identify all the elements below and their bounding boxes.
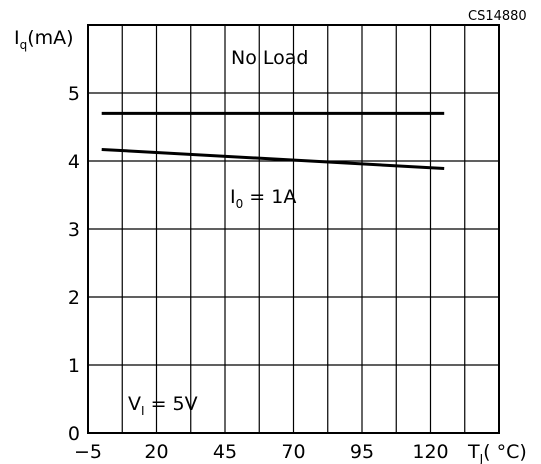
x-tick-label: 70 [281,441,305,463]
annotation-io-1a: I0 = 1A [230,186,296,211]
y-axis-label: Iq(mA) [14,27,74,52]
annotation-vi-5v: VI = 5V [128,393,198,418]
y-tick-label: 4 [68,151,80,173]
grid [88,25,499,433]
x-tick-label: 20 [144,441,168,463]
y-tick-label: 3 [68,219,80,241]
x-tick-label: 120 [412,441,448,463]
x-tick-label: 45 [213,441,237,463]
series-line-io-1a [101,147,445,170]
y-tick-label: 0 [68,423,80,445]
x-tick-label: −5 [74,441,102,463]
y-tick-label: 5 [68,83,80,105]
figure-code: CS14880 [468,9,527,24]
x-axis-label: TJ( °C) [467,441,527,464]
x-tick-label: 95 [350,441,374,463]
y-tick-label: 2 [68,287,80,309]
plot-frame [87,24,500,434]
y-tick-label: 1 [68,355,80,377]
annotation-no-load: No Load [231,47,308,69]
series-lines [101,111,445,170]
